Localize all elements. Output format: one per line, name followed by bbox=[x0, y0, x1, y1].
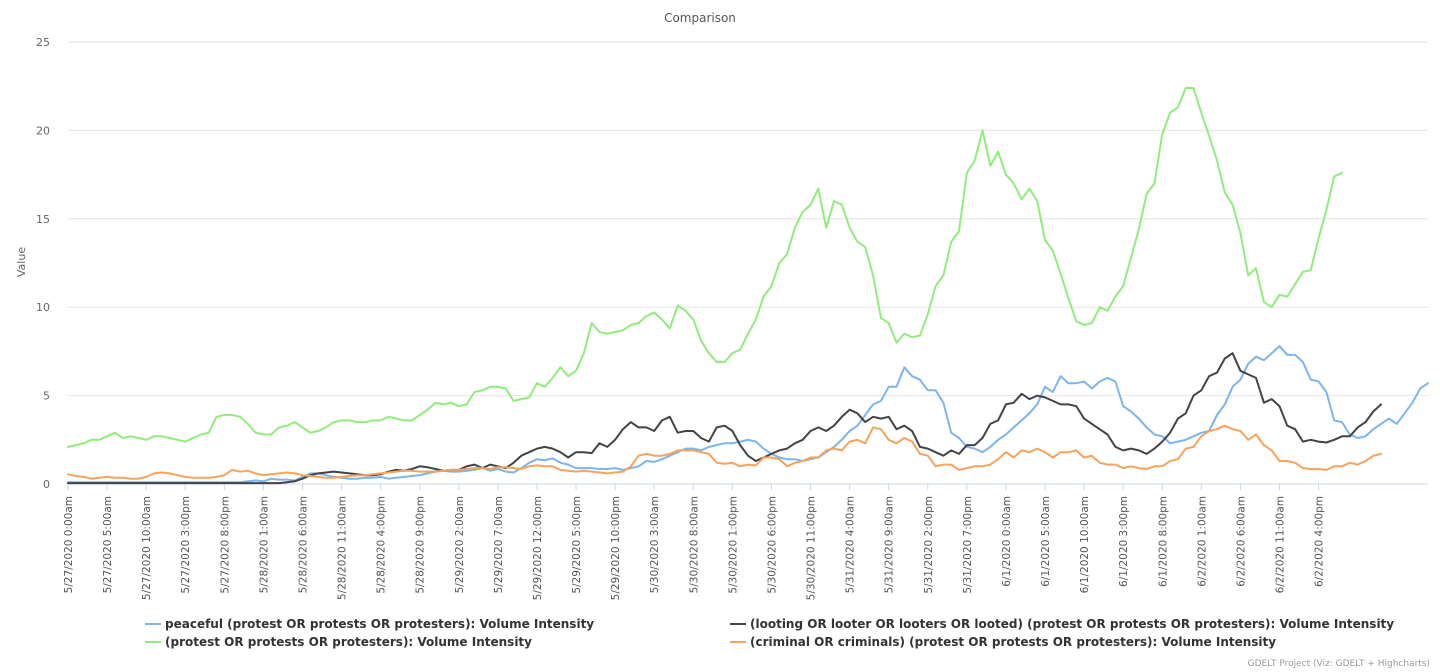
x-tick-label: 6/1/2020 10:00am bbox=[1079, 496, 1091, 593]
x-tick-label: 5/31/2020 4:00am bbox=[845, 496, 857, 593]
legend-item-3[interactable]: (protest OR protests OR protesters): Vol… bbox=[145, 635, 532, 649]
legend-label: (criminal OR criminals) (protest OR prot… bbox=[750, 635, 1276, 649]
x-tick-label: 5/30/2020 11:00pm bbox=[806, 496, 818, 600]
series-lines bbox=[67, 87, 1429, 485]
y-tick-label: 20 bbox=[36, 124, 50, 137]
y-tick-label: 15 bbox=[36, 213, 50, 226]
series-line-4[interactable] bbox=[67, 424, 1383, 480]
x-tick-label: 5/28/2020 1:00am bbox=[258, 496, 270, 593]
x-tick-label: 5/28/2020 11:00am bbox=[337, 496, 349, 600]
x-tick-label: 5/29/2020 2:00am bbox=[454, 496, 466, 593]
y-tick-label: 10 bbox=[36, 301, 50, 314]
x-tick-label: 5/27/2020 10:00am bbox=[141, 496, 153, 600]
x-tick-label: 6/1/2020 3:00pm bbox=[1118, 496, 1130, 587]
x-tick-label: 5/30/2020 3:00am bbox=[649, 496, 661, 593]
y-axis-label: Value bbox=[15, 247, 28, 277]
x-tick-label: 5/29/2020 12:00pm bbox=[532, 496, 544, 600]
x-tick-label: 5/29/2020 10:00pm bbox=[610, 496, 622, 600]
legend-item-2[interactable]: (looting OR looter OR looters OR looted)… bbox=[730, 617, 1394, 631]
x-tick-label: 5/28/2020 4:00pm bbox=[376, 496, 388, 594]
legend-item-1[interactable]: peaceful (protest OR protests OR protest… bbox=[145, 617, 594, 631]
x-tick-label: 6/1/2020 0:00am bbox=[1001, 496, 1013, 587]
x-tick-label: 5/31/2020 7:00pm bbox=[962, 496, 974, 594]
grid bbox=[68, 41, 1428, 485]
x-tick-label: 5/30/2020 1:00pm bbox=[727, 496, 739, 594]
y-tick-label: 25 bbox=[36, 36, 50, 49]
x-tick-label: 5/28/2020 6:00am bbox=[297, 496, 309, 593]
x-tick-label: 5/30/2020 6:00pm bbox=[766, 496, 778, 594]
x-axis-ticks: 5/27/2020 0:00am 5/27/2020 5:00am 5/27/202… bbox=[63, 484, 1326, 600]
x-tick-label: 5/31/2020 2:00pm bbox=[923, 496, 935, 594]
x-tick-label: 6/1/2020 8:00pm bbox=[1157, 496, 1169, 587]
x-tick-label: 6/2/2020 11:00am bbox=[1274, 496, 1286, 593]
y-axis-ticks: 0 5 10 15 20 25 bbox=[36, 36, 50, 491]
credits[interactable]: GDELT Project (Viz: GDELT + Highcharts) bbox=[1248, 659, 1430, 669]
x-tick-label: 6/2/2020 1:00am bbox=[1196, 496, 1208, 587]
series-line-3[interactable] bbox=[67, 87, 1343, 448]
x-tick-label: 5/27/2020 0:00am bbox=[63, 496, 75, 593]
y-tick-label: 0 bbox=[43, 478, 50, 491]
legend-label: peaceful (protest OR protests OR protest… bbox=[165, 617, 594, 631]
series-line-1[interactable] bbox=[67, 345, 1429, 484]
legend-label: (protest OR protests OR protesters): Vol… bbox=[165, 635, 532, 649]
x-tick-label: 5/27/2020 8:00pm bbox=[219, 496, 231, 594]
x-tick-label: 5/28/2020 9:00pm bbox=[415, 496, 427, 594]
legend: peaceful (protest OR protests OR protest… bbox=[145, 617, 1394, 649]
x-tick-label: 5/29/2020 7:00am bbox=[493, 496, 505, 593]
chart-title: Comparison bbox=[664, 11, 736, 25]
x-tick-label: 6/2/2020 4:00pm bbox=[1314, 496, 1326, 587]
x-tick-label: 6/2/2020 6:00am bbox=[1235, 496, 1247, 587]
x-tick-label: 5/27/2020 5:00am bbox=[102, 496, 114, 593]
x-tick-label: 5/31/2020 9:00am bbox=[884, 496, 896, 593]
series-line-2[interactable] bbox=[67, 352, 1383, 485]
x-tick-label: 5/29/2020 5:00pm bbox=[571, 496, 583, 594]
x-tick-label: 6/1/2020 5:00am bbox=[1040, 496, 1052, 587]
legend-item-4[interactable]: (criminal OR criminals) (protest OR prot… bbox=[730, 635, 1276, 649]
x-tick-label: 5/27/2020 3:00pm bbox=[180, 496, 192, 594]
y-tick-label: 5 bbox=[43, 390, 50, 403]
x-tick-label: 5/30/2020 8:00am bbox=[688, 496, 700, 593]
legend-label: (looting OR looter OR looters OR looted)… bbox=[750, 617, 1394, 631]
